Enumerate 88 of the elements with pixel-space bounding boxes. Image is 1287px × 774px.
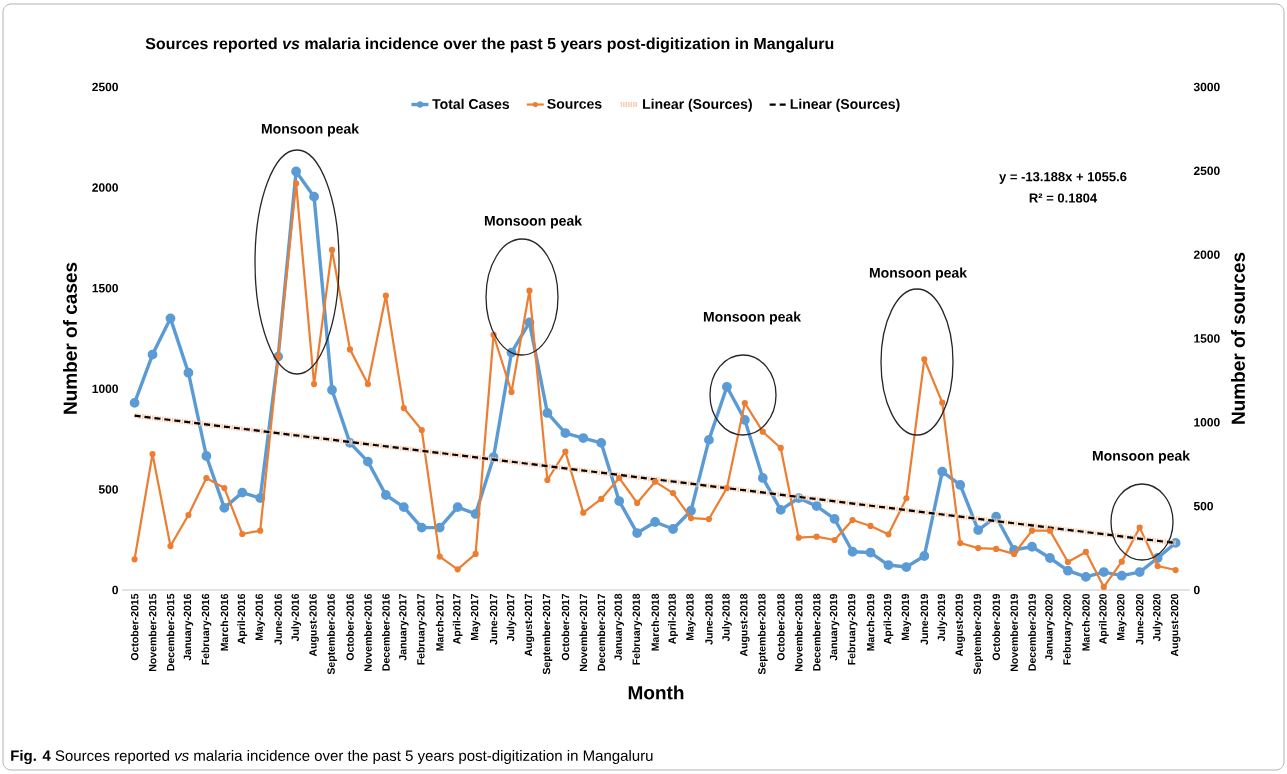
x-tick-label: March-2020 — [1082, 593, 1090, 651]
x-tick-label: January-2016 — [183, 593, 194, 661]
x-tick-label: November-2016 — [364, 593, 372, 672]
annotation: y = -13.188x + 1055.6 — [999, 172, 1127, 184]
x-tick-label: February-2019 — [847, 593, 858, 665]
annotation: Monsoon peak — [703, 311, 802, 325]
x-tick-label: February-2016 — [201, 593, 212, 665]
x-tick-label: June-2020 — [1136, 593, 1144, 645]
y-tick-label: 500 — [98, 485, 118, 494]
x-tick-label: February-2020 — [1063, 593, 1073, 665]
annotation: Monsoon peak — [484, 215, 583, 229]
x-tick-label: January-2020 — [1045, 593, 1055, 661]
x-tick-label: May-2020 — [1117, 593, 1127, 641]
legend-label: Total Cases — [432, 98, 510, 109]
x-tick-label: September-2016 — [327, 593, 337, 675]
x-tick-label: December-2018 — [812, 593, 821, 671]
x-tick-label: January-2017 — [399, 593, 409, 661]
x-tick-label: December-2017 — [597, 593, 606, 671]
y2-tick-label: 3000 — [1193, 82, 1220, 92]
x-tick-label: August-2019 — [955, 593, 965, 657]
y-tick-label: 1000 — [92, 384, 118, 394]
x-tick-label: July-2019 — [937, 593, 948, 642]
x-tick-label: August-2020 — [1170, 593, 1181, 657]
x-tick-label: October-2018 — [776, 593, 785, 661]
y-axis-title: Number of cases — [63, 262, 77, 414]
x-tick-label: December-2019 — [1028, 593, 1036, 671]
x-tick-label: June-2019 — [920, 593, 929, 645]
y2-tick-label: 2500 — [1193, 166, 1220, 176]
x-tick-label: November-2019 — [1010, 593, 1018, 672]
x-tick-label: January-2019 — [829, 593, 840, 661]
x-tick-label: July-2016 — [291, 593, 301, 642]
x-tick-label: April-2017 — [452, 593, 463, 645]
y2-tick-label: 1500 — [1194, 334, 1220, 343]
x-tick-label: April-2018 — [668, 593, 678, 645]
x-tick-label: September-2017 — [542, 593, 553, 675]
x-tick-label: March-2016 — [220, 593, 229, 651]
x-tick-label: March-2018 — [651, 593, 659, 651]
annotation: Monsoon peak — [1092, 450, 1191, 464]
x-tick-label: October-2016 — [346, 593, 354, 661]
x-tick-label: July-2018 — [721, 593, 732, 642]
x-tick-label: March-2017 — [435, 593, 444, 651]
x-tick-label: February-2018 — [632, 593, 643, 665]
x-tick-label: August-2016 — [309, 593, 319, 657]
x-tick-label: January-2018 — [614, 593, 624, 661]
y2-tick-label: 2000 — [1193, 250, 1220, 259]
y-tick-label: 1500 — [92, 283, 118, 293]
legend-label: Sources — [547, 98, 602, 109]
annotation: R² = 0.1804 — [1029, 193, 1098, 203]
annotation: Monsoon peak — [261, 123, 360, 137]
text: Fig. 4 Sources reported vs malaria incidence over the past 5 years post-digitization in Mangaluru — [11, 749, 653, 764]
y-tick-label: 2000 — [92, 183, 118, 192]
x-tick-label: August-2017 — [524, 593, 535, 657]
y2-tick-label: 0 — [1193, 585, 1200, 595]
x-tick-label: March-2019 — [866, 593, 875, 651]
x-tick-label: June-2016 — [274, 593, 282, 645]
x-tick-label: July-2017 — [506, 593, 517, 642]
x-tick-label: November-2018 — [794, 593, 803, 672]
y-tick-label: 2500 — [92, 82, 118, 92]
x-tick-label: October-2015 — [130, 593, 139, 661]
x-tick-label: April-2019 — [883, 593, 894, 645]
x-tick-label: February-2017 — [416, 593, 427, 665]
x-tick-label: October-2017 — [561, 593, 570, 661]
x-tick-label: December-2015 — [166, 593, 175, 671]
x-tick-label: December-2016 — [382, 593, 390, 671]
x-tick-label: May-2018 — [686, 593, 696, 641]
x-tick-label: May-2016 — [255, 593, 265, 641]
x-tick-label: August-2018 — [740, 593, 750, 657]
legend-label: Linear (Sources) — [643, 98, 752, 112]
y-tick-label: 0 — [112, 585, 118, 595]
x-tick-label: April-2016 — [237, 593, 248, 645]
chart-title: Sources reported vs malaria incidence over the past 5 years post-digitization in Mangaluru — [145, 37, 834, 53]
x-tick-label: June-2017 — [489, 593, 498, 645]
x-tick-label: April-2020 — [1098, 593, 1109, 645]
x-tick-label: November-2017 — [579, 593, 588, 672]
x-tick-label: May-2019 — [901, 593, 912, 641]
legend-label: Linear (Sources) — [790, 98, 900, 112]
x-tick-label: September-2019 — [973, 593, 984, 675]
x-tick-label: September-2018 — [757, 593, 768, 675]
x-axis-title: Month — [628, 685, 684, 700]
y2-tick-label: 1000 — [1194, 418, 1220, 427]
annotation: Monsoon peak — [869, 267, 968, 281]
x-tick-label: May-2017 — [470, 593, 481, 641]
y2-axis-title: Number of sources — [1231, 252, 1245, 424]
x-tick-label: July-2020 — [1152, 593, 1163, 642]
x-tick-label: November-2015 — [148, 593, 157, 672]
x-tick-label: October-2019 — [992, 593, 1000, 661]
x-tick-label: June-2018 — [705, 593, 713, 645]
y2-tick-label: 500 — [1193, 501, 1214, 511]
